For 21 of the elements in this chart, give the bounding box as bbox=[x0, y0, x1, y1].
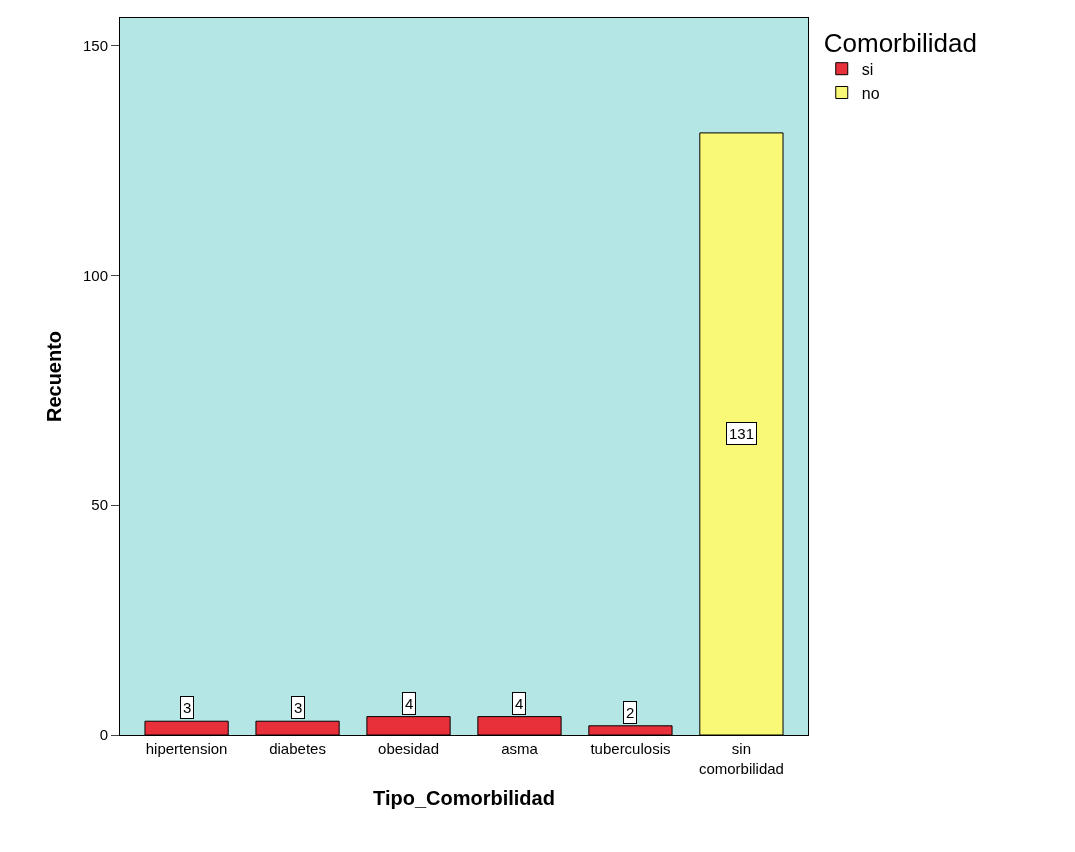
legend-title: Comorbilidad bbox=[823, 27, 977, 58]
x-tick-label: diabetes bbox=[269, 740, 326, 757]
x-tick-label: hipertension bbox=[145, 740, 228, 757]
legend-label: no bbox=[861, 84, 880, 102]
data-label: 3 bbox=[294, 699, 303, 716]
x-tick-label: obesidad bbox=[378, 740, 439, 757]
data-label: 2 bbox=[626, 704, 635, 721]
y-tick-label: 0 bbox=[99, 726, 108, 744]
y-tick-label: 100 bbox=[82, 266, 108, 284]
legend-label: si bbox=[861, 60, 874, 78]
x-tick-label: tuberculosis bbox=[590, 740, 671, 757]
data-label: 3 bbox=[183, 699, 192, 716]
data-label: 4 bbox=[515, 695, 524, 712]
x-axis-title: Tipo_Comorbilidad bbox=[373, 787, 555, 809]
y-axis-title: Recuento bbox=[43, 330, 66, 423]
y-tick-label: 150 bbox=[82, 36, 108, 54]
y-tick-label: 50 bbox=[91, 496, 108, 514]
data-label: 4 bbox=[405, 695, 414, 712]
x-tick-label: sin comorbilidad bbox=[698, 740, 784, 777]
data-label: 131 bbox=[729, 425, 755, 442]
x-tick-label: asma bbox=[501, 740, 539, 757]
